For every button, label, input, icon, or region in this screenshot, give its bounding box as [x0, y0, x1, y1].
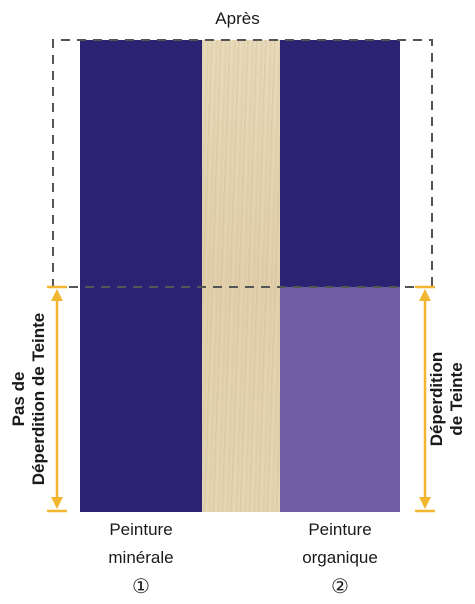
organic-paint-faded-area [280, 287, 400, 512]
dashed-frame [52, 39, 433, 288]
organic-paint-protected-area [280, 40, 400, 287]
fading-label: Déperdition de Teinte [427, 319, 469, 479]
sample-number-1: ① [132, 576, 150, 598]
bare-wood-strip [202, 40, 280, 512]
no-fading-label: Pas de Déperdition de Teinte [9, 289, 51, 509]
mineral-caption-line1: Peinture [109, 520, 173, 539]
diagram-title: Après [215, 9, 260, 28]
no-fading-label-line2: Déperdition de Teinte [29, 312, 48, 486]
sample-number-2: ② [331, 576, 349, 598]
organic-caption-line1: Peinture [308, 520, 372, 539]
organic-caption-line2: organique [302, 548, 378, 567]
left-dimension-arrow [47, 285, 67, 513]
fading-label-line2: de Teinte [447, 362, 466, 436]
right-dimension-arrow [415, 285, 435, 513]
fading-label-line1: Déperdition [427, 351, 446, 447]
mineral-paint-caption: Peinture minérale [80, 516, 202, 572]
mineral-paint-panel [80, 40, 202, 512]
mineral-caption-line2: minérale [108, 548, 174, 567]
no-fading-label-line1: Pas de [9, 371, 28, 427]
organic-paint-caption: Peinture organique [270, 516, 410, 572]
